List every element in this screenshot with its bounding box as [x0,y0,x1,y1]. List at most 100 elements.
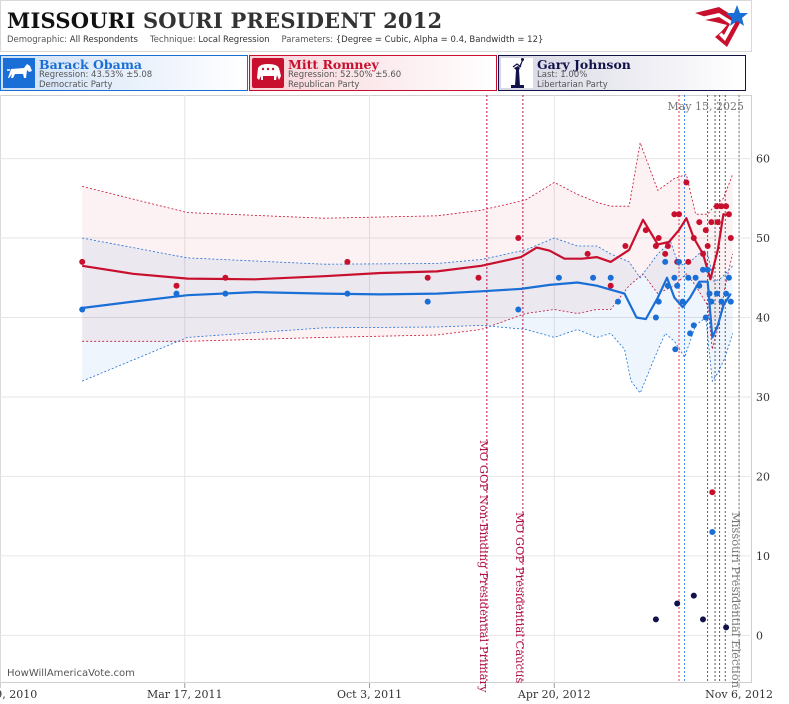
event-label: Missouri Presidential Election [729,512,743,689]
mitt-romney-poll-point [173,282,180,289]
chart-header: MISSOURI SOURI PRESIDENT 2012 Demographi… [0,0,752,52]
y-tick-label: 0 [756,629,763,642]
candidate-name: Gary Johnson [537,57,631,72]
candidate-regression: Regression: 43.53% ±5.08 [39,70,153,80]
barack-obama-poll-point [344,290,351,297]
x-tick-label: Aug 29, 2010 [0,688,37,701]
mitt-romney-poll-point [702,227,709,234]
barack-obama-poll-point [692,274,699,281]
barack-obama-poll-point [727,298,734,305]
barack-obama-poll-point [685,274,692,281]
y-tick-label: 50 [756,232,770,245]
candidate-party: Republican Party [288,80,360,90]
barack-obama-poll-point [173,290,180,297]
technique-value: Local Regression [198,35,270,45]
barack-obama-poll-point [708,298,715,305]
demographic-label: Demographic: [7,35,68,45]
gary-johnson-poll-point [690,592,697,599]
technique-label: Technique: [149,35,196,45]
barack-obama-poll-point [702,314,709,321]
barack-obama-poll-point [690,322,697,329]
barack-obama-confidence-band [82,238,733,393]
mitt-romney-poll-point [708,219,715,226]
barack-obama-poll-point [723,290,730,297]
barack-obama-poll-point [590,274,597,281]
barack-obama-poll-point [679,298,686,305]
barack-obama-poll-point [700,266,706,273]
page-title: MISSOURI SOURI PRESIDENT 2012 [7,8,442,33]
barack-obama-poll-point [725,274,732,281]
mitt-romney-poll-point [671,211,678,218]
barack-obama-poll-point [515,306,522,313]
mitt-romney-poll-point [652,243,659,249]
barack-obama-trend-line [82,276,732,339]
mitt-romney-poll-point [685,258,692,265]
donkey-icon [3,58,35,88]
statue-of-liberty-icon [501,58,533,88]
mitt-romney-poll-point [515,235,522,241]
poll-chart: 0 10 20 30 40 50 60 Aug 29, 2010 Mar 17, 2011 Oct… [0,95,773,701]
mitt-romney-lower-bound [82,253,733,350]
mitt-romney-poll-point [727,235,734,241]
mitt-romney-poll-point [222,274,229,281]
x-tick-label: Apr 20, 2012 [517,688,591,701]
mitt-romney-poll-point [709,489,716,496]
barack-obama-poll-point [672,346,679,353]
mitt-romney-poll-point [704,243,711,249]
gary-johnson-poll-point [700,616,706,623]
barack-obama-poll-point [664,282,671,289]
y-tick-label: 30 [756,391,770,404]
barack-obama-poll-point [607,274,614,281]
barack-obama-poll-point [615,298,621,305]
barack-obama-poll-point [713,290,720,297]
barack-obama-poll-point [655,298,662,305]
elephant-icon [252,58,284,88]
mitt-romney-poll-point [655,235,662,241]
barack-obama-poll-point [706,290,713,297]
mitt-romney-poll-point [664,243,671,249]
mitt-romney-poll-point [713,203,720,210]
candidate-card-romney: Mitt Romney Regression: 52.50% ±5.60 Rep… [249,55,497,91]
gary-johnson-poll-point [652,616,659,623]
mitt-romney-poll-point [690,235,697,241]
mitt-romney-poll-point [700,250,706,257]
x-tick-label: Oct 3, 2011 [337,688,402,701]
barack-obama-poll-point [424,298,431,305]
demographic-value: All Respondents [69,35,138,45]
event-label: MO GOP Non-Binding Presidential Primary [477,440,491,693]
mitt-romney-poll-point [725,211,732,218]
mitt-romney-poll-point [718,203,725,210]
barack-obama-poll-point [718,298,725,305]
mitt-romney-poll-point [607,282,614,289]
barack-obama-poll-point [652,314,659,321]
candidate-name: Barack Obama [39,57,143,72]
candidate-party: Libertarian Party [537,80,608,90]
parameters-value: {Degree = Cubic, Alpha = 0.4, Bandwidth … [335,35,544,45]
barack-obama-poll-point [696,282,703,289]
mitt-romney-poll-point [642,227,649,234]
mitt-romney-confidence-band [82,142,733,350]
plot-area [0,95,752,683]
barack-obama-poll-point [709,529,716,535]
mitt-romney-poll-point [714,219,721,226]
mitt-romney-upper-bound [82,141,733,219]
mitt-romney-poll-point [584,250,591,257]
mitt-romney-poll-point [622,243,629,249]
candidate-last: Last: 1.00% [537,70,588,80]
mitt-romney-trend-line [82,213,732,281]
mitt-romney-poll-point [344,258,351,265]
mitt-romney-poll-point [683,179,690,186]
x-tick-label: Nov 6, 2012 [705,688,773,701]
event-label: MO GOP Presidential Caucus [513,512,527,683]
barack-obama-upper-bound [82,237,733,283]
gary-johnson-poll-point [674,600,681,607]
barack-obama-poll-point [555,274,562,281]
candidate-regression: Regression: 52.50% ±5.60 [288,70,402,80]
mitt-romney-poll-point [662,250,669,257]
barack-obama-poll-point [662,258,669,265]
barack-obama-poll-point [671,274,678,281]
site-credit: HowWillAmericaVote.com [7,668,135,679]
candidate-party: Democratic Party [39,80,113,90]
as-of-date: May 15, 2025 [667,100,744,113]
parameters-label: Parameters: [281,35,334,45]
